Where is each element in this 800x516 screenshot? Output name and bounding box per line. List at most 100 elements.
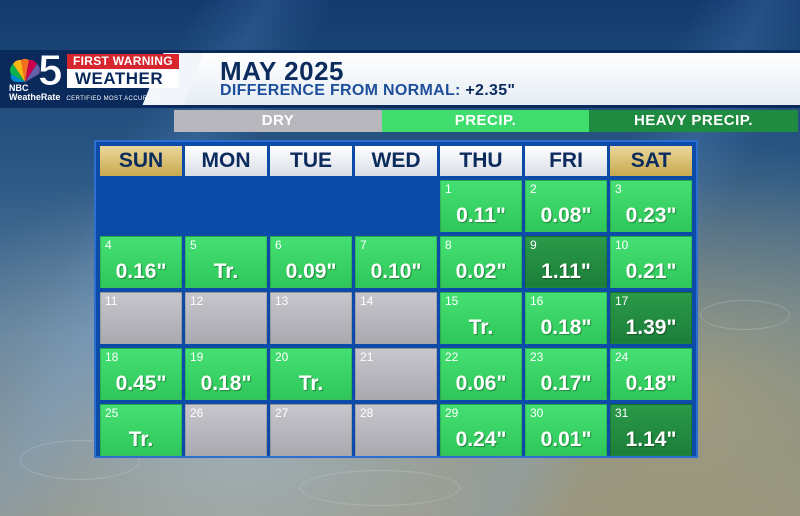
day-number: 18 (105, 350, 119, 364)
day-number: 8 (445, 238, 452, 252)
background-ripple (300, 470, 460, 506)
calendar-day-cell: 8 0.02" (440, 236, 522, 288)
day-number: 11 (105, 294, 118, 308)
calendar-day-cell: 2 0.08" (525, 180, 607, 232)
day-number: 31 (615, 406, 629, 420)
calendar-day-cell: 30 0.01" (525, 404, 607, 456)
calendar-day-cell: 11 (100, 292, 182, 344)
day-number: 20 (275, 350, 289, 364)
calendar-day-cell: 3 0.23" (610, 180, 692, 232)
peacock-icon (10, 58, 40, 83)
precip-amount: Tr. (128, 428, 154, 451)
precip-amount: 0.11" (456, 204, 506, 227)
day-number: 7 (360, 238, 367, 252)
calendar-day-cell: 28 (355, 404, 437, 456)
day-number: 22 (445, 350, 459, 364)
station-logo: NBC 5 FIRST WARNING WEATHER WeatheRate CE… (5, 46, 179, 106)
day-number: 15 (445, 294, 459, 308)
day-number: 6 (275, 238, 282, 252)
calendar-day-cell: 13 (270, 292, 352, 344)
day-number: 29 (445, 406, 459, 420)
day-number: 23 (530, 350, 544, 364)
calendar-day-cell: 6 0.09" (270, 236, 352, 288)
day-number: 19 (190, 350, 204, 364)
calendar-day-cell: 18 0.45" (100, 348, 182, 400)
precipitation-calendar: SUN MON TUE WED THU FRI SAT 1 0.11" 2 0.08" 3 0.23" 4… (94, 140, 698, 458)
day-header-wed: WED (355, 146, 437, 176)
day-number: 3 (615, 182, 622, 196)
precip-amount: 1.39" (625, 316, 677, 339)
calendar-day-cell: 5 Tr. (185, 236, 267, 288)
calendar-day-cell: 15 Tr. (440, 292, 522, 344)
day-number: 12 (190, 294, 204, 308)
day-header-thu: THU (440, 146, 522, 176)
precip-amount: 0.18" (625, 372, 677, 395)
precip-amount: Tr. (298, 372, 324, 395)
precip-amount: 0.08" (540, 204, 592, 227)
calendar-day-cell: 27 (270, 404, 352, 456)
precip-amount: 0.23" (625, 204, 677, 227)
page-subtitle: DIFFERENCE FROM NORMAL: +2.35" (220, 82, 515, 100)
weather-label: WEATHER (67, 69, 179, 88)
precip-amount: 1.14" (625, 428, 677, 451)
day-number: 2 (530, 182, 537, 196)
calendar-day-cell: 1 0.11" (440, 180, 522, 232)
calendar-day-cell: 21 (355, 348, 437, 400)
precip-amount: 0.09" (285, 260, 337, 283)
precip-amount: 0.18" (540, 316, 592, 339)
calendar-day-cell: 17 1.39" (610, 292, 692, 344)
day-number: 13 (275, 294, 289, 308)
legend: DRY PRECIP. HEAVY PRECIP. (174, 110, 798, 132)
precip-amount: 0.16" (115, 260, 167, 283)
precip-amount: 0.10" (370, 260, 422, 283)
legend-dry: DRY (174, 110, 382, 132)
first-warning-label: FIRST WARNING (67, 54, 179, 69)
precip-amount: 0.02" (455, 260, 507, 283)
day-number: 17 (615, 294, 629, 308)
precip-amount: 0.17" (540, 372, 592, 395)
calendar-day-cell: 23 0.17" (525, 348, 607, 400)
day-header-fri: FRI (525, 146, 607, 176)
day-number: 25 (105, 406, 119, 420)
precip-amount: 0.18" (200, 372, 252, 395)
calendar-day-cell: 24 0.18" (610, 348, 692, 400)
precip-amount: 0.21" (625, 260, 677, 283)
channel-number: 5 (37, 46, 63, 96)
calendar-day-cell: 10 0.21" (610, 236, 692, 288)
calendar-day-cell: 9 1.11" (525, 236, 607, 288)
day-header-sun: SUN (100, 146, 182, 176)
day-number: 4 (105, 238, 112, 252)
precip-amount: 0.24" (455, 428, 507, 451)
weatherate-badge: WeatheRate CERTIFIED MOST ACCURATE (9, 90, 179, 104)
legend-heavy-precip: HEAVY PRECIP. (589, 110, 798, 132)
calendar-day-cell: 14 (355, 292, 437, 344)
day-number: 28 (360, 406, 374, 420)
calendar-day-cell: 16 0.18" (525, 292, 607, 344)
precip-amount: 0.06" (455, 372, 507, 395)
day-number: 16 (530, 294, 544, 308)
day-number: 5 (190, 238, 197, 252)
day-number: 14 (360, 294, 374, 308)
calendar-day-cell: 12 (185, 292, 267, 344)
calendar-day-cell: 7 0.10" (355, 236, 437, 288)
calendar-day-cell: 31 1.14" (610, 404, 692, 456)
nbc-label: NBC (9, 83, 29, 93)
background-ripple (700, 300, 790, 330)
calendar-day-cell: 29 0.24" (440, 404, 522, 456)
day-number: 27 (275, 406, 289, 420)
subtitle-value: +2.35" (465, 82, 516, 99)
day-number: 9 (530, 238, 537, 252)
background-ripple (20, 440, 140, 480)
day-header-sat: SAT (610, 146, 692, 176)
calendar-day-cell: 25 Tr. (100, 404, 182, 456)
precip-amount: 0.45" (115, 372, 167, 395)
day-header-tue: TUE (270, 146, 352, 176)
precip-amount: Tr. (468, 316, 494, 339)
subtitle-label: DIFFERENCE FROM NORMAL: (220, 82, 466, 99)
precip-amount: 1.11" (541, 260, 591, 283)
calendar-day-cell: 22 0.06" (440, 348, 522, 400)
day-number: 30 (530, 406, 544, 420)
precip-amount: Tr. (213, 260, 239, 283)
day-number: 10 (615, 238, 629, 252)
page-title: MAY 2025 (220, 56, 344, 86)
